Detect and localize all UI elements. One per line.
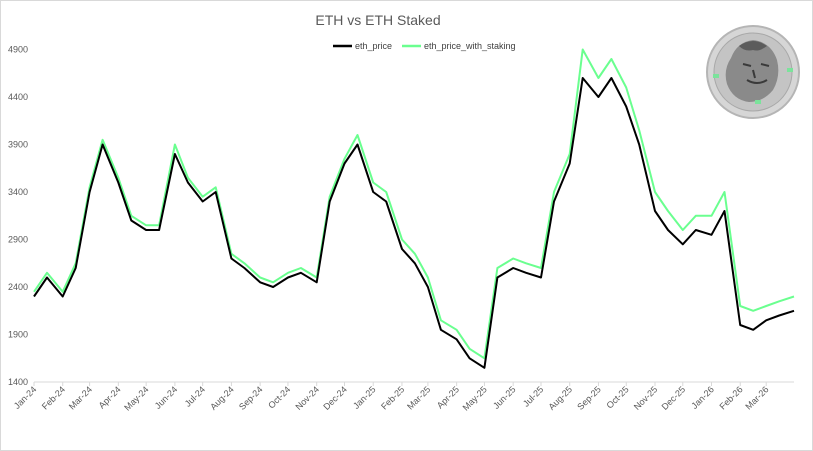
x-tick-label: Feb-24 [40, 384, 67, 411]
y-tick-label: 3900 [8, 140, 28, 150]
x-tick-label: Feb-25 [379, 384, 406, 411]
coin-accent-bottom [755, 100, 761, 104]
y-tick-label: 2900 [8, 235, 28, 245]
x-tick-label: May-25 [461, 384, 489, 412]
y-tick-label: 1400 [8, 377, 28, 387]
coin-accent-left [713, 74, 719, 78]
y-tick-label: 2400 [8, 282, 28, 292]
x-tick-label: Oct-24 [266, 384, 292, 410]
legend: eth_price eth_price_with_staking [333, 41, 516, 51]
series-line-eth-price [33, 77, 795, 369]
plot-lines [33, 48, 795, 369]
x-tick-label: Jan-26 [689, 384, 716, 411]
x-tick-label: Apr-24 [97, 384, 123, 410]
x-tick-label: Jun-25 [491, 384, 518, 411]
x-tick-label: Jan-24 [12, 384, 39, 411]
x-tick-label: May-24 [122, 384, 150, 412]
y-tick-label: 4900 [8, 45, 28, 55]
x-tick-label: Aug-25 [547, 384, 575, 412]
x-tick-label: Mar-24 [67, 384, 94, 411]
y-tick-label: 3400 [8, 187, 28, 197]
coin-portrait-features [742, 63, 770, 84]
x-tick-label: Apr-25 [435, 384, 461, 410]
y-tick-label: 4400 [8, 92, 28, 102]
coin-portrait-hair [739, 41, 767, 51]
x-tick-label: Feb-26 [717, 384, 744, 411]
x-tick-label: Nov-24 [294, 384, 322, 412]
x-tick-label: Nov-25 [632, 384, 660, 412]
ethereum-coin-logo [706, 25, 800, 119]
x-tick-label: Jul-25 [521, 384, 545, 408]
y-axis: 1400 1900 2400 2900 3400 3900 4400 4900 [8, 45, 28, 388]
x-tick-label: Sep-24 [237, 384, 265, 412]
x-tick-label: Jul-24 [183, 384, 207, 408]
x-tick-label: Oct-25 [604, 384, 630, 410]
x-tick-label: Sep-25 [575, 384, 603, 412]
x-tick-label: Jan-25 [351, 384, 378, 411]
x-tick-label: Dec-24 [321, 384, 349, 412]
series-line-eth-price-with-staking [33, 48, 795, 360]
x-tick-label: Mar-26 [743, 384, 770, 411]
y-tick-label: 1900 [8, 330, 28, 340]
x-tick-label: Aug-24 [208, 384, 236, 412]
chart-title: ETH vs ETH Staked [315, 12, 440, 28]
coin-portrait [725, 40, 779, 102]
x-axis: Jan-24 Feb-24 Mar-24 Apr-24 May-24 Jun-24 Jul-… [12, 381, 794, 413]
legend-label-eth-price: eth_price [355, 41, 392, 51]
x-tick-label: Mar-25 [405, 384, 432, 411]
legend-label-eth-price-with-staking: eth_price_with_staking [424, 41, 516, 51]
x-tick-label: Dec-25 [660, 384, 688, 412]
coin-accent-right [787, 68, 793, 72]
x-tick-label: Jun-24 [153, 384, 180, 411]
